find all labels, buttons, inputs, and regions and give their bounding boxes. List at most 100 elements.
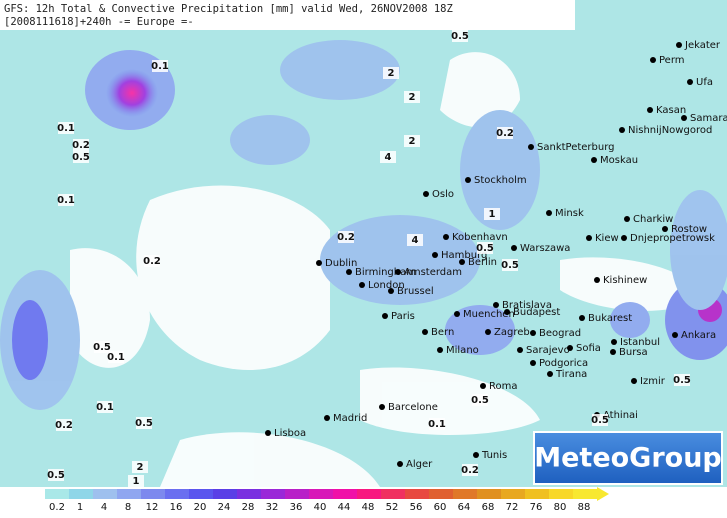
contour-label-box bbox=[73, 139, 89, 151]
city-label: Milano bbox=[446, 345, 479, 356]
city-dot bbox=[459, 259, 465, 265]
city-label: Ankara bbox=[681, 330, 716, 341]
city-dot bbox=[591, 157, 597, 163]
city-dot bbox=[395, 269, 401, 275]
contour-label-box bbox=[429, 418, 445, 430]
header-title: GFS: 12h Total & Convective Precipitatio… bbox=[4, 3, 453, 15]
city-label: Perm bbox=[659, 55, 685, 66]
city-label: Moskau bbox=[600, 155, 638, 166]
legend-swatch bbox=[429, 489, 453, 499]
city-dot bbox=[324, 415, 330, 421]
city-dot bbox=[432, 252, 438, 258]
city-dot bbox=[676, 42, 682, 48]
legend-swatch bbox=[189, 489, 213, 499]
city-dot bbox=[662, 226, 668, 232]
contour-label-box bbox=[73, 151, 89, 163]
contour-label-box bbox=[56, 419, 72, 431]
city-dot bbox=[422, 329, 428, 335]
legend-swatch bbox=[525, 489, 549, 499]
legend-swatch bbox=[333, 489, 357, 499]
contour-label: 0.1 bbox=[96, 402, 114, 413]
city-label: Athinai bbox=[603, 410, 638, 421]
city-dot bbox=[650, 57, 656, 63]
cities: Jekater Perm Ufa Kasan SamaraNishnijNowgorod… bbox=[265, 40, 727, 470]
city-dot bbox=[511, 245, 517, 251]
contour-label-box bbox=[58, 122, 74, 134]
city-label: Dublin bbox=[325, 258, 357, 269]
city-dot bbox=[388, 288, 394, 294]
city-dot bbox=[631, 378, 637, 384]
contour-label-box bbox=[338, 231, 354, 243]
contour-label: 2 bbox=[137, 462, 144, 473]
legend-label: 0.2 bbox=[49, 502, 65, 513]
contour-label: 0.2 bbox=[72, 140, 90, 151]
legend-swatch bbox=[45, 489, 69, 499]
contour-label: 0.5 bbox=[93, 342, 111, 353]
legend-label: 32 bbox=[266, 502, 279, 513]
city-dot bbox=[437, 347, 443, 353]
city-dot bbox=[423, 191, 429, 197]
legend-label: 40 bbox=[314, 502, 327, 513]
legend-label: 60 bbox=[434, 502, 447, 513]
city-label: London bbox=[368, 280, 405, 291]
contour-label: 0.2 bbox=[496, 128, 514, 139]
legend-label: 36 bbox=[290, 502, 303, 513]
city-dot bbox=[621, 235, 627, 241]
city-label: Muenchen bbox=[463, 309, 515, 320]
contour-label-box bbox=[128, 475, 144, 487]
legend-label: 4 bbox=[101, 502, 107, 513]
city-label: Tunis bbox=[481, 450, 507, 461]
legend-label: 12 bbox=[146, 502, 159, 513]
legend-swatch bbox=[261, 489, 285, 499]
legend-swatch bbox=[453, 489, 477, 499]
city-dot bbox=[465, 177, 471, 183]
city-dot bbox=[546, 210, 552, 216]
logo-box bbox=[533, 431, 723, 485]
city-label: Berlin bbox=[468, 257, 497, 268]
contour-label-box bbox=[132, 461, 148, 473]
city-label: Madrid bbox=[333, 413, 367, 424]
city-label: Zagreb bbox=[494, 327, 530, 338]
city-dot bbox=[359, 282, 365, 288]
contour-label-box bbox=[404, 91, 420, 103]
city-dot bbox=[610, 349, 616, 355]
contour-label-box bbox=[152, 60, 168, 72]
contour-label: 0.5 bbox=[673, 375, 691, 386]
city-label: Beograd bbox=[539, 328, 581, 339]
legend-swatch bbox=[381, 489, 405, 499]
contour-label-box bbox=[108, 351, 124, 363]
legend-swatch bbox=[309, 489, 333, 499]
city-dot bbox=[517, 347, 523, 353]
contour-label: 0.1 bbox=[107, 352, 125, 363]
city-dot bbox=[611, 339, 617, 345]
city-label: Brussel bbox=[397, 286, 434, 297]
legend-label: 64 bbox=[458, 502, 471, 513]
city-dot bbox=[687, 79, 693, 85]
city-dot bbox=[397, 461, 403, 467]
city-label: Hamburg bbox=[441, 250, 487, 261]
contour-label-box bbox=[407, 234, 423, 246]
contour-label: 4 bbox=[385, 152, 392, 163]
city-label: SanktPeterburg bbox=[537, 142, 615, 153]
city-dot bbox=[454, 311, 460, 317]
city-label: Minsk bbox=[555, 208, 584, 219]
city-dot bbox=[547, 371, 553, 377]
legend-swatch bbox=[573, 489, 597, 499]
city-dot bbox=[530, 360, 536, 366]
contour-label-box bbox=[452, 30, 468, 42]
contour-label: 0.1 bbox=[428, 419, 446, 430]
city-label: Amsterdam bbox=[404, 267, 462, 278]
legend: 0.2 1 4 8 12 16 20 24 28 32 36 40 44 48 52 56 60 64 68 72 76… bbox=[45, 487, 609, 513]
contour-label-box bbox=[380, 151, 396, 163]
logo: MeteoGroup bbox=[534, 443, 722, 474]
city-dot bbox=[624, 216, 630, 222]
city-dot bbox=[379, 404, 385, 410]
contour-label-box bbox=[144, 255, 160, 267]
city-label: Tirana bbox=[555, 369, 587, 380]
city-dot bbox=[493, 302, 499, 308]
city-label: Bursa bbox=[619, 347, 648, 358]
city-label: Bratislava bbox=[502, 300, 552, 311]
legend-label: 1 bbox=[77, 502, 83, 513]
city-label: Podgorica bbox=[539, 358, 588, 369]
city-label: Bern bbox=[431, 327, 454, 338]
